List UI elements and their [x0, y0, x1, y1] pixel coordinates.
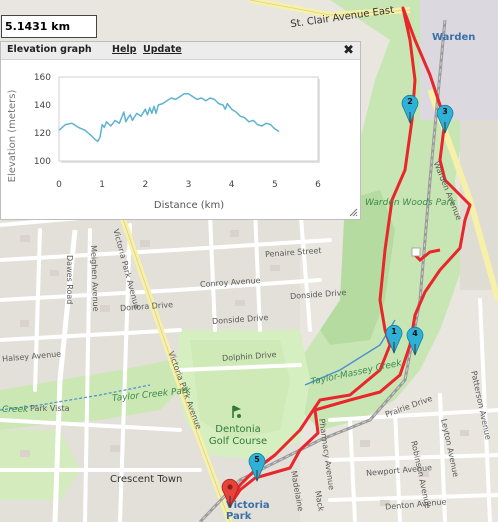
- chart-x-axis-label: Distance (km): [154, 200, 224, 211]
- waypoint-marker-3[interactable]: 3: [436, 104, 454, 138]
- chart-plot-area: [58, 76, 319, 162]
- y-tick-label: 100: [34, 157, 51, 167]
- chart-y-ticks: 100 120 140 160: [34, 73, 51, 167]
- x-tick-label: 0: [56, 180, 62, 190]
- y-tick-label: 160: [34, 73, 51, 83]
- update-link[interactable]: Update: [143, 44, 182, 55]
- x-tick-label: 5: [272, 180, 278, 190]
- x-tick-label: 3: [186, 180, 192, 190]
- panel-header[interactable]: Elevation graph Help Update ✖: [1, 42, 360, 60]
- start-marker[interactable]: [221, 478, 239, 512]
- x-tick-label: 2: [142, 180, 148, 190]
- map-pin-icon: [436, 105, 454, 135]
- map-pin-icon: [248, 453, 266, 483]
- close-icon[interactable]: ✖: [343, 43, 354, 58]
- panel-title: Elevation graph: [7, 44, 92, 55]
- waypoint-label-4: 4: [412, 329, 418, 338]
- elevation-chart: 100 120 140 160 0 1 2 3 4 5 6 Distance (km) Eleva…: [7, 73, 321, 211]
- chart-frame: [58, 76, 320, 163]
- x-tick-label: 1: [99, 180, 105, 190]
- y-tick-label: 140: [34, 101, 51, 111]
- elevation-graph-panel: Elevation graph Help Update ✖ 100 120 140 1…: [0, 41, 361, 220]
- waypoint-marker-4[interactable]: 4: [406, 326, 424, 360]
- help-link[interactable]: Help: [112, 44, 137, 55]
- map-pin-icon: [406, 327, 424, 357]
- resize-grip-icon[interactable]: [349, 208, 358, 217]
- waypoint-marker-5[interactable]: 5: [248, 452, 266, 486]
- chart-y-axis-label: Elevation (meters): [7, 90, 18, 183]
- map-pin-icon: [401, 95, 419, 125]
- route-line: [228, 6, 472, 507]
- waypoint-marker-2[interactable]: 2: [401, 94, 419, 128]
- distance-readout: 5.1431 km: [1, 15, 97, 38]
- map-pin-icon: [385, 325, 403, 355]
- waypoint-label-3: 3: [442, 107, 448, 116]
- chart-series: [58, 93, 280, 143]
- waypoint-marker-1[interactable]: 1: [385, 324, 403, 358]
- waypoint-label-2: 2: [407, 97, 413, 106]
- start-pin-icon: [221, 479, 239, 509]
- chart-x-ticks: 0 1 2 3 4 5 6: [56, 180, 321, 190]
- waypoint-label-1: 1: [391, 327, 397, 336]
- elevation-series-line: [58, 93, 280, 143]
- x-tick-label: 6: [315, 180, 321, 190]
- x-tick-label: 4: [229, 180, 235, 190]
- y-tick-label: 120: [34, 129, 51, 139]
- golf-icon: [232, 405, 242, 418]
- waypoint-label-5: 5: [254, 455, 260, 464]
